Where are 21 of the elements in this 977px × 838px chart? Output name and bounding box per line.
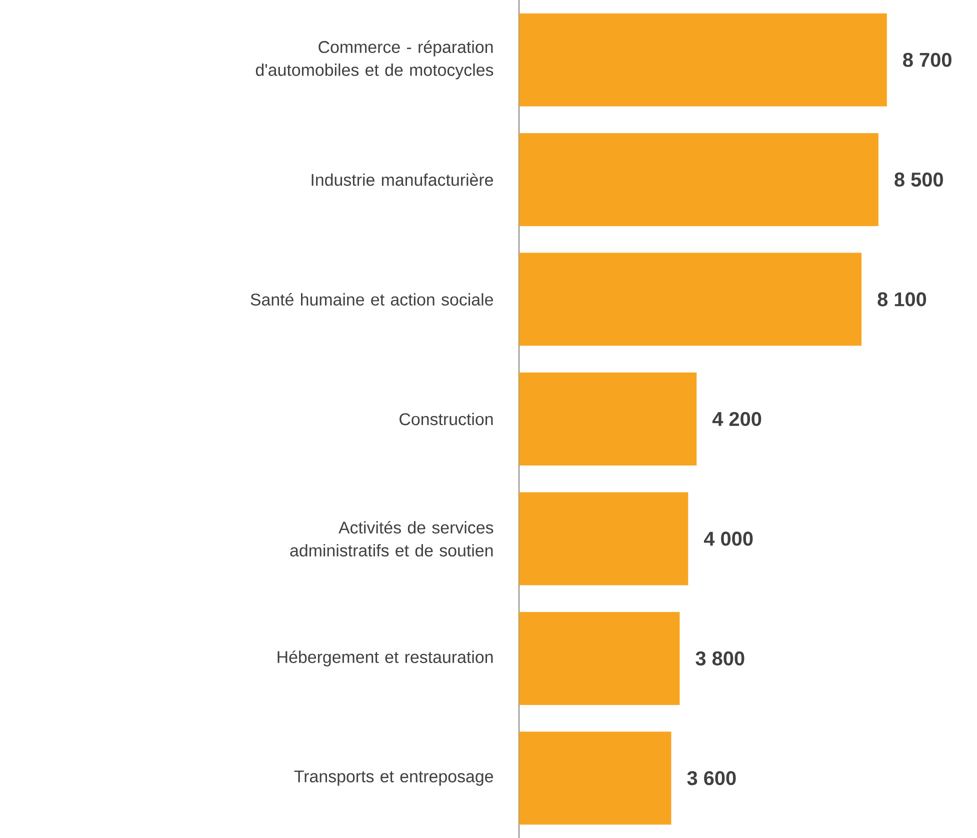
y-tick-label: Construction xyxy=(400,412,493,426)
bar xyxy=(519,13,887,106)
y-tick-label: Industrie manufacturière xyxy=(312,173,494,186)
y-tick-label: Hébergement et restauration xyxy=(278,650,493,666)
bar xyxy=(519,732,672,825)
bar xyxy=(519,612,680,705)
data-label: 3 800 xyxy=(696,651,744,666)
y-tick-label: Transports et entreposage xyxy=(294,770,494,786)
y-tick-label: Activités de services administratifs et de soutien xyxy=(290,520,494,557)
bar xyxy=(519,133,878,226)
data-label: 3 600 xyxy=(687,771,736,786)
data-label: 8 500 xyxy=(894,172,943,187)
bar xyxy=(519,372,697,466)
y-tick-label: Commerce - réparation d'automobiles et de motocycles xyxy=(256,40,494,80)
bar xyxy=(519,492,688,586)
data-label: 4 200 xyxy=(712,412,762,426)
data-label: 4 000 xyxy=(704,532,753,546)
data-label: 8 100 xyxy=(878,292,926,306)
data-label: 8 700 xyxy=(903,52,952,67)
y-tick-label: Santé humaine et action sociale xyxy=(250,292,494,306)
bar xyxy=(519,252,862,346)
